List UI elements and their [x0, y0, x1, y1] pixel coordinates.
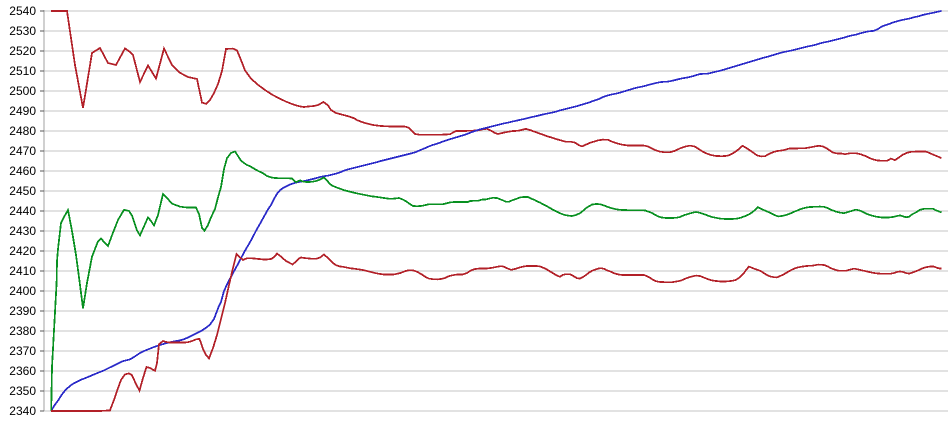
y-axis-label: 2530: [9, 24, 36, 38]
y-axis-label: 2400: [9, 284, 36, 298]
y-axis-label: 2360: [9, 364, 36, 378]
y-axis-label: 2540: [9, 4, 36, 18]
y-axis-label: 2440: [9, 204, 36, 218]
y-axis-labels: 2540 2530 2520 2510 2500 2490 2480 2470 2460 2450…: [9, 4, 36, 418]
series-line-lower-red: [51, 252, 942, 412]
series-line-blue: [50, 10, 942, 412]
y-axis-label: 2420: [9, 244, 36, 258]
y-axis-label: 2460: [9, 164, 36, 178]
y-axis-label: 2450: [9, 184, 36, 198]
y-axis-label: 2480: [9, 124, 36, 138]
y-axis-label: 2390: [9, 304, 36, 318]
y-axis-label: 2350: [9, 384, 36, 398]
y-axis-label: 2470: [9, 144, 36, 158]
y-axis-label: 2510: [9, 64, 36, 78]
series-line-green: [50, 150, 942, 412]
y-axis: [40, 10, 45, 412]
series-lines: [50, 10, 942, 412]
gridlines: [44, 10, 948, 412]
y-axis-label: 2370: [9, 344, 36, 358]
y-axis-label: 2500: [9, 84, 36, 98]
y-axis-label: 2490: [9, 104, 36, 118]
series-line-upper-red: [51, 10, 942, 162]
y-axis-label: 2430: [9, 224, 36, 238]
y-axis-label: 2520: [9, 44, 36, 58]
y-axis-label: 2410: [9, 264, 36, 278]
y-axis-label: 2380: [9, 324, 36, 338]
y-axis-label: 2340: [9, 404, 36, 418]
